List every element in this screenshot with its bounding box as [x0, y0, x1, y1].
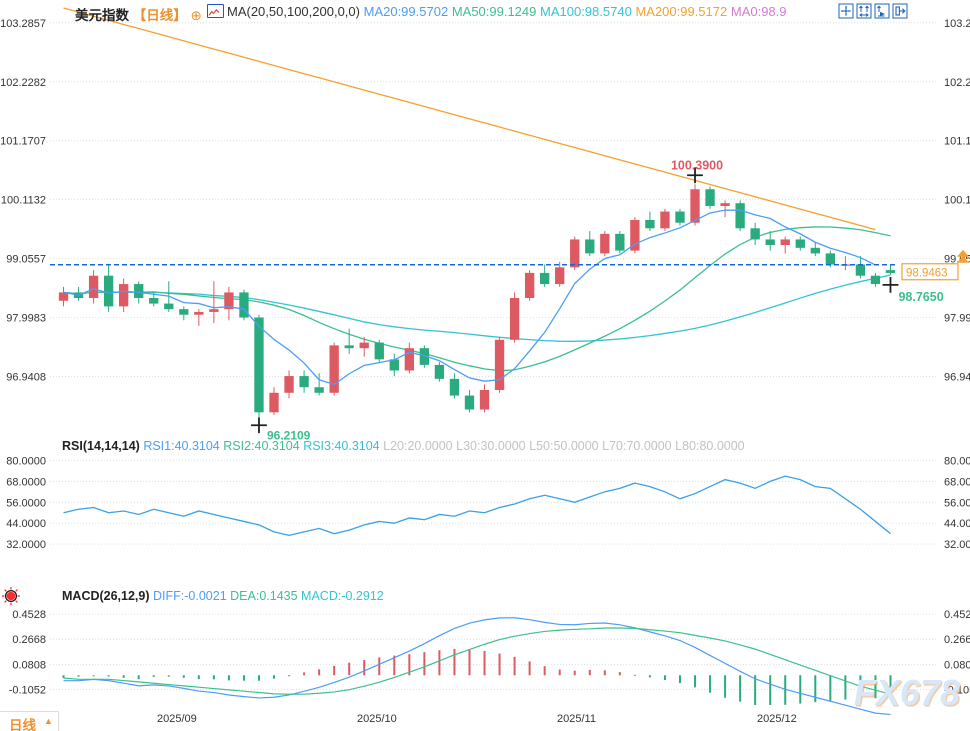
svg-text:44.0000: 44.0000 — [944, 518, 970, 530]
svg-text:103.2857: 103.2857 — [0, 18, 46, 30]
svg-text:98.9463: 98.9463 — [906, 267, 948, 279]
svg-text:97.9983: 97.9983 — [6, 313, 46, 325]
svg-text:44.0000: 44.0000 — [6, 518, 46, 530]
svg-text:80.0000: 80.0000 — [6, 455, 46, 467]
svg-text:101.1707: 101.1707 — [944, 136, 970, 148]
svg-text:100.1132: 100.1132 — [1, 195, 46, 207]
svg-text:96.9408: 96.9408 — [6, 372, 46, 384]
svg-text:0.2668: 0.2668 — [944, 634, 970, 646]
svg-text:0.4528: 0.4528 — [12, 609, 46, 621]
svg-text:32.0000: 32.0000 — [6, 539, 46, 551]
svg-text:100.3900: 100.3900 — [671, 158, 723, 172]
svg-text:56.0000: 56.0000 — [944, 497, 970, 509]
svg-text:96.9408: 96.9408 — [944, 372, 970, 384]
svg-text:56.0000: 56.0000 — [6, 497, 46, 509]
svg-text:99.0557: 99.0557 — [6, 254, 46, 266]
svg-text:0.0808: 0.0808 — [12, 659, 46, 671]
svg-text:100.1132: 100.1132 — [944, 195, 970, 207]
svg-text:97.9983: 97.9983 — [944, 313, 970, 325]
svg-text:102.2282: 102.2282 — [0, 77, 46, 89]
svg-text:68.0000: 68.0000 — [6, 476, 46, 488]
svg-text:0.0808: 0.0808 — [944, 659, 970, 671]
svg-text:0.2668: 0.2668 — [12, 634, 46, 646]
svg-text:98.7650: 98.7650 — [898, 290, 943, 304]
svg-text:-0.1052: -0.1052 — [9, 684, 46, 696]
svg-text:32.0000: 32.0000 — [944, 539, 970, 551]
svg-text:101.1707: 101.1707 — [0, 136, 46, 148]
svg-text:68.0000: 68.0000 — [944, 476, 970, 488]
svg-text:102.2282: 102.2282 — [944, 77, 970, 89]
